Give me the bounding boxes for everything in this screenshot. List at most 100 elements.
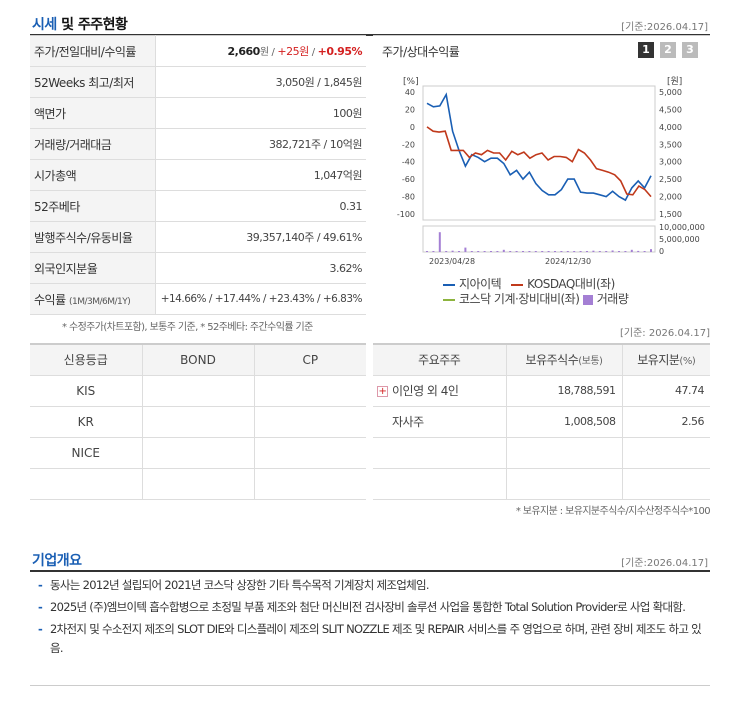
market-base-date: [기준:2026.04.17]: [621, 22, 708, 33]
shares-value: 39,357,140주 / 49.61%: [155, 221, 366, 253]
shares-label: 발행주식수/유동비율: [30, 221, 156, 253]
left-tick-label: -40: [402, 158, 415, 167]
price-change: +25원: [277, 45, 309, 58]
par-value-label: 액면가: [30, 97, 156, 129]
chart-tab-1[interactable]: 1: [638, 42, 654, 58]
holder-shares: [505, 467, 623, 500]
credit-bond: [141, 374, 255, 407]
list-item: 2025년 (주)엠브이텍 흡수합병으로 초정밀 부품 제조와 첨단 머신비전 …: [38, 598, 710, 617]
week52-row: 52Weeks 최고/최저 3,050원 / 1,845원: [30, 66, 366, 98]
volume-bar: [643, 251, 646, 252]
market-cap-label: 시가총액: [30, 159, 156, 191]
legend-volume-swatch: [582, 294, 593, 305]
credit-cp: [253, 436, 366, 469]
volume-bar: [586, 251, 588, 252]
volume-bar: [464, 247, 467, 252]
volume-bar: [592, 250, 595, 252]
volume-bar: [502, 249, 505, 252]
volume-bar: [624, 251, 627, 252]
volume-bar: [579, 251, 582, 252]
chart-tab-3[interactable]: 3: [682, 42, 698, 58]
volume-bar: [528, 251, 531, 252]
volume-tick-label: 10,000,000: [659, 223, 705, 232]
table-row: 자사주 1,008,508 2.56: [373, 405, 710, 438]
returns-value: +14.66% / +17.44% / +23.43% / +6.83%: [155, 283, 366, 315]
legend-volume: 거래량: [596, 292, 629, 306]
volume-bar: [611, 250, 614, 252]
holder-header-shares: 보유주식수: [525, 353, 579, 368]
holder-ratio: 2.56: [621, 405, 710, 438]
volume-bar: [522, 251, 524, 252]
plot-frame: [422, 85, 656, 221]
volume-bar: [438, 232, 441, 252]
volume-bar: [560, 251, 563, 252]
right-tick-label: 3,000: [659, 158, 682, 167]
chart-legend: 지아이텍 KOSDAQ대비(좌) 코스닥 기계·장비대비(좌) 거래량: [443, 277, 629, 307]
right-tick-label: 2,500: [659, 175, 682, 184]
left-tick-label: 0: [410, 123, 415, 132]
holder-name[interactable]: 이인영 외 4인: [392, 384, 459, 398]
credit-header-cp: CP: [253, 343, 366, 376]
x-tick-label: 2024/12/30: [545, 257, 591, 266]
company-section-header: 기업개요 [기준:2026.04.17]: [30, 542, 710, 572]
par-value: 100원: [155, 97, 366, 129]
left-axis-unit: [%]: [403, 77, 419, 87]
price-unit: 원: [259, 47, 269, 58]
table-row: [30, 467, 366, 500]
volume-bar: [477, 251, 480, 252]
company-base-date: [기준:2026.04.17]: [621, 558, 708, 569]
volume-bar: [554, 251, 556, 252]
returns-label: 수익률: [34, 292, 66, 307]
volume-bar: [630, 249, 633, 252]
table-row: NICE: [30, 436, 366, 469]
volume-bar: [573, 251, 576, 252]
price-note: * 수정주가(차트포함), 보통주 기준, * 52주베타: 주간수익률 기준: [62, 322, 313, 333]
beta-label: 52주베타: [30, 190, 156, 222]
volume-bar: [445, 251, 448, 252]
market-cap-row: 시가총액 1,047억원: [30, 159, 366, 191]
table-row: KR: [30, 405, 366, 438]
credit-agency: [30, 467, 143, 500]
volume-value: 382,721주 / 10억원: [155, 128, 366, 160]
right-tick-label: 4,000: [659, 123, 682, 132]
credit-cp: [253, 467, 366, 500]
beta-row: 52주베타 0.31: [30, 190, 366, 222]
left-tick-label: -20: [402, 140, 415, 149]
chart-tab-2[interactable]: 2: [660, 42, 676, 58]
expand-icon[interactable]: +: [377, 386, 388, 397]
credit-header-rating: 신용등급: [30, 343, 143, 376]
market-section-header: 시세 및 주주현황 [기준:2026.04.17]: [30, 6, 710, 36]
holder-shares: 18,788,591: [505, 374, 623, 407]
left-tick-label: -60: [402, 175, 415, 184]
left-tick-label: -80: [402, 193, 415, 202]
legend-stock-swatch: [443, 283, 455, 286]
right-tick-label: 3,500: [659, 140, 682, 149]
holder-base-date: [기준: 2026.04.17]: [619, 328, 710, 339]
credit-rating-table: 신용등급 BOND CP KIS KR NICE: [30, 343, 366, 500]
chart-title: 주가/상대수익률: [382, 45, 460, 59]
shares-row: 발행주식수/유동비율 39,357,140주 / 49.61%: [30, 221, 366, 253]
x-tick-label: 2023/04/28: [429, 257, 475, 266]
right-axis-unit: [원]: [667, 76, 682, 87]
holder-ratio: 47.74: [621, 374, 710, 407]
legend-kosdaq: KOSDAQ대비(좌): [527, 277, 615, 291]
right-tick-label: 2,000: [659, 193, 682, 202]
holder-name: [373, 467, 507, 500]
holder-ratio: [621, 436, 710, 469]
week52-label: 52Weeks 최고/최저: [30, 66, 156, 98]
volume-bar: [458, 251, 460, 252]
week52-value: 3,050원 / 1,845원: [155, 66, 366, 98]
left-tick-label: -100: [397, 210, 415, 219]
list-item: 동사는 2012년 설립되어 2021년 코스닥 상장한 기타 특수목적 기계장…: [38, 576, 710, 595]
legend-kosdaq-swatch: [511, 283, 524, 286]
returns-row: 수익률 (1M/3M/6M/1Y) +14.66% / +17.44% / +2…: [30, 283, 366, 315]
holder-note: * 보유지분 : 보유지분주식수/지수산정주식수*100: [515, 506, 711, 517]
right-tick-label: 4,500: [659, 105, 682, 114]
price-separator: /: [271, 47, 275, 58]
volume-bar: [451, 250, 454, 252]
credit-bond: [141, 467, 255, 500]
holder-name: 자사주: [373, 405, 507, 438]
volume-bar: [509, 251, 512, 252]
holder-header-shares-unit: (보통): [578, 356, 603, 368]
foreign-label: 외국인지분율: [30, 252, 156, 284]
